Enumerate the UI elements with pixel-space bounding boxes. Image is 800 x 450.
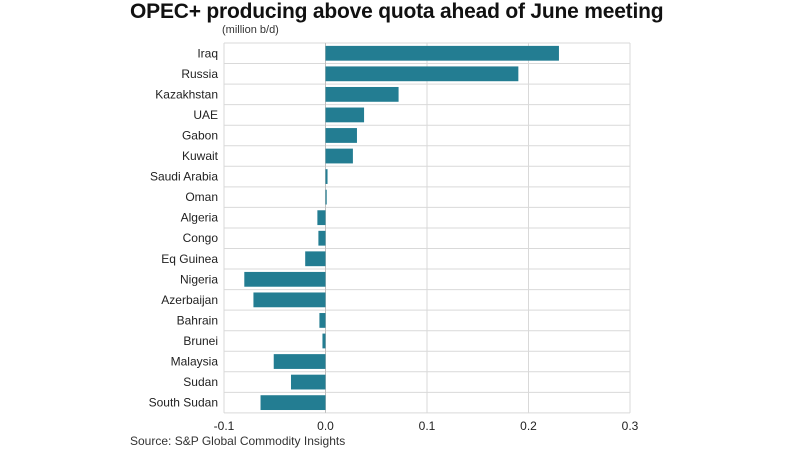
bar-congo: [318, 230, 326, 246]
category-label: Malaysia: [171, 355, 219, 369]
bar-iraq: [325, 45, 559, 61]
category-label: Algeria: [181, 211, 219, 225]
x-tick-label: 0.1: [419, 419, 436, 433]
bar-saudi-arabia: [325, 169, 328, 184]
bar-azerbaijan: [253, 292, 326, 308]
category-label: Sudan: [183, 375, 218, 389]
chart-title: OPEC+ producing above quota ahead of Jun…: [130, 0, 664, 23]
bar-bahrain: [319, 313, 326, 328]
bar-oman: [325, 189, 327, 205]
category-label: Saudi Arabia: [150, 170, 218, 184]
grid-layer: [223, 42, 631, 414]
bar-nigeria: [244, 271, 326, 287]
category-label: Gabon: [182, 128, 218, 142]
bar-kuwait: [325, 148, 353, 164]
bar-eq-guinea: [305, 251, 326, 267]
x-tick-label: 0.2: [520, 419, 537, 433]
bar-gabon: [325, 128, 357, 143]
chart-subtitle: (million b/d): [222, 24, 279, 36]
bar-brunei: [322, 333, 326, 349]
bar-algeria: [317, 210, 326, 226]
category-label: Brunei: [183, 334, 218, 348]
category-label: Kazakhstan: [155, 87, 218, 101]
category-label: Kuwait: [182, 149, 219, 163]
category-label: Congo: [183, 231, 219, 245]
x-tick-label: 0.0: [317, 419, 334, 433]
category-label: Bahrain: [177, 313, 218, 327]
bar-kazakhstan: [325, 86, 399, 102]
category-label-layer: Iraq Russia Kazakhstan UAE Gabon Kuwait Saudi …: [149, 46, 219, 409]
bar-russia: [325, 66, 519, 82]
category-label: South Sudan: [149, 396, 218, 410]
category-label: Oman: [185, 190, 218, 204]
bar-sudan: [290, 374, 326, 390]
category-label: Eq Guinea: [161, 252, 218, 266]
category-label: Azerbaijan: [161, 293, 218, 307]
x-tick-label: 0.3: [622, 419, 639, 433]
bar-layer: [244, 45, 559, 411]
category-label: UAE: [193, 108, 218, 122]
category-label: Russia: [181, 67, 218, 81]
category-label: Iraq: [197, 46, 218, 60]
bar-malaysia: [273, 354, 326, 369]
x-tick-label: -0.1: [214, 419, 235, 433]
bar-south-sudan: [260, 395, 326, 411]
category-label: Nigeria: [180, 272, 218, 286]
bar-uae: [325, 107, 365, 123]
x-axis-tick-layer: -0.1 0.0 0.1 0.2 0.3: [214, 419, 639, 433]
chart-source: Source: S&P Global Commodity Insights: [130, 434, 346, 448]
